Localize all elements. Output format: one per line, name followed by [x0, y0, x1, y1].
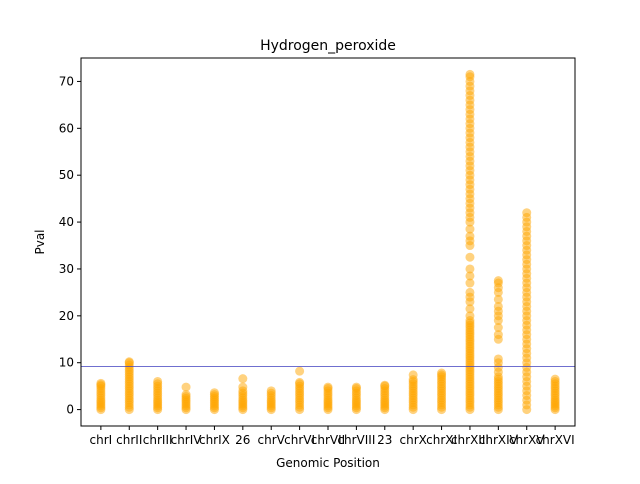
x-tick-label: chrXIII [451, 433, 489, 447]
point [465, 252, 475, 262]
point [238, 374, 248, 384]
point [550, 374, 560, 384]
x-tick-label: chrIV [171, 433, 203, 447]
point [465, 69, 475, 79]
point [96, 378, 106, 388]
point [124, 357, 134, 367]
point [465, 304, 475, 314]
x-tick-label: chrVII [311, 433, 345, 447]
y-tick-label: 0 [66, 403, 74, 417]
point [181, 382, 191, 392]
point [493, 330, 503, 340]
point [493, 294, 503, 304]
x-tick-label: chrXV [509, 433, 545, 447]
point [295, 377, 305, 387]
point [238, 382, 248, 392]
point [380, 380, 390, 390]
x-tick-label: chrIII [143, 433, 173, 447]
x-tick-label: chrV [258, 433, 286, 447]
point [465, 224, 475, 234]
y-tick-label: 60 [59, 121, 74, 135]
point [465, 287, 475, 297]
x-tick-label: chrVIII [337, 433, 375, 447]
point [295, 366, 305, 376]
point [209, 388, 219, 398]
x-tick-label: chrX [399, 433, 426, 447]
point [437, 368, 447, 378]
x-tick-label: chrXIV [479, 433, 519, 447]
chart-title: Hydrogen_peroxide [260, 38, 396, 54]
y-tick-label: 20 [59, 309, 74, 323]
point [465, 278, 475, 288]
plot-frame [80, 57, 576, 427]
point [493, 354, 503, 364]
x-tick-label: 26 [235, 433, 250, 447]
point [351, 382, 361, 392]
x-tick-label: chrIX [199, 433, 230, 447]
y-tick-label: 40 [59, 215, 74, 229]
x-tick-label: 23 [377, 433, 392, 447]
y-tick-label: 10 [59, 356, 74, 370]
point [465, 231, 475, 241]
point [522, 208, 532, 218]
x-tick-label: chrII [116, 433, 142, 447]
point [465, 271, 475, 281]
point [408, 370, 418, 380]
point [493, 301, 503, 311]
x-tick-label: chrVI [284, 433, 315, 447]
point [465, 264, 475, 274]
x-tick-label: chrXI [426, 433, 457, 447]
x-axis-label: Genomic Position [276, 456, 380, 470]
y-tick-label: 70 [59, 74, 74, 88]
point [493, 323, 503, 333]
x-tick-label: chrI [90, 433, 113, 447]
x-tick-label: chrXVI [536, 433, 575, 447]
point [465, 311, 475, 321]
y-axis-label: Pval [33, 229, 47, 254]
point [181, 390, 191, 400]
point [323, 382, 333, 392]
point [493, 276, 503, 286]
y-tick-label: 30 [59, 262, 74, 276]
point [153, 376, 163, 386]
y-tick-label: 50 [59, 168, 74, 182]
point [266, 386, 276, 396]
